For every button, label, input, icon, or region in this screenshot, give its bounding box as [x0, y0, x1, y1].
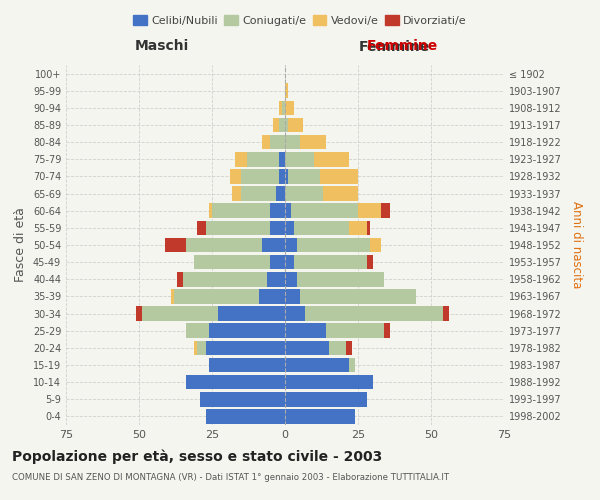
- Bar: [136, 306, 142, 321]
- Bar: [206, 220, 271, 235]
- Bar: [279, 169, 285, 184]
- Bar: [358, 204, 382, 218]
- Bar: [259, 289, 285, 304]
- Bar: [241, 186, 276, 201]
- Bar: [288, 169, 320, 184]
- Bar: [285, 118, 288, 132]
- Bar: [285, 152, 314, 166]
- Bar: [271, 204, 285, 218]
- Bar: [279, 152, 285, 166]
- Bar: [285, 306, 305, 321]
- Bar: [314, 152, 349, 166]
- Bar: [271, 255, 285, 270]
- Bar: [285, 84, 288, 98]
- Bar: [209, 204, 212, 218]
- Bar: [247, 152, 279, 166]
- Bar: [349, 358, 355, 372]
- Bar: [285, 220, 294, 235]
- Y-axis label: Fasce di età: Fasce di età: [14, 208, 27, 282]
- Text: Popolazione per età, sesso e stato civile - 2003: Popolazione per età, sesso e stato civil…: [12, 450, 382, 464]
- Bar: [194, 255, 271, 270]
- Bar: [285, 375, 373, 390]
- Bar: [291, 204, 358, 218]
- Bar: [346, 340, 352, 355]
- Bar: [276, 186, 285, 201]
- Bar: [186, 375, 285, 390]
- Bar: [171, 289, 174, 304]
- Bar: [323, 186, 358, 201]
- Text: COMUNE DI SAN ZENO DI MONTAGNA (VR) - Dati ISTAT 1° gennaio 2003 - Elaborazione : COMUNE DI SAN ZENO DI MONTAGNA (VR) - Da…: [12, 472, 449, 482]
- Bar: [274, 118, 279, 132]
- Text: Maschi: Maschi: [135, 38, 189, 52]
- Bar: [282, 100, 285, 115]
- Bar: [443, 306, 449, 321]
- Bar: [299, 289, 416, 304]
- Bar: [285, 358, 349, 372]
- Bar: [177, 272, 183, 286]
- Text: Femmine: Femmine: [367, 38, 437, 52]
- Bar: [268, 272, 285, 286]
- Bar: [370, 238, 382, 252]
- Bar: [294, 220, 349, 235]
- Bar: [285, 340, 329, 355]
- Bar: [186, 238, 262, 252]
- Bar: [206, 409, 285, 424]
- Bar: [271, 220, 285, 235]
- Bar: [279, 100, 282, 115]
- Bar: [285, 100, 294, 115]
- Bar: [212, 204, 271, 218]
- Bar: [285, 186, 323, 201]
- Bar: [384, 324, 390, 338]
- Bar: [305, 306, 443, 321]
- Bar: [142, 306, 218, 321]
- Bar: [241, 169, 279, 184]
- Bar: [271, 135, 285, 150]
- Y-axis label: Anni di nascita: Anni di nascita: [570, 202, 583, 288]
- Bar: [299, 135, 326, 150]
- Legend: Celibi/Nubili, Coniugati/e, Vedovi/e, Divorziati/e: Celibi/Nubili, Coniugati/e, Vedovi/e, Di…: [129, 10, 471, 30]
- Bar: [262, 238, 285, 252]
- Bar: [285, 289, 299, 304]
- Bar: [230, 169, 241, 184]
- Bar: [186, 324, 209, 338]
- Bar: [294, 255, 367, 270]
- Bar: [206, 340, 285, 355]
- Bar: [200, 392, 285, 406]
- Bar: [235, 152, 247, 166]
- Bar: [296, 272, 384, 286]
- Bar: [183, 272, 268, 286]
- Bar: [285, 135, 299, 150]
- Bar: [326, 324, 384, 338]
- Bar: [194, 340, 197, 355]
- Bar: [285, 409, 355, 424]
- Bar: [174, 289, 259, 304]
- Bar: [285, 204, 291, 218]
- Bar: [285, 392, 367, 406]
- Bar: [279, 118, 285, 132]
- Bar: [232, 186, 241, 201]
- Bar: [367, 220, 370, 235]
- Bar: [285, 169, 288, 184]
- Bar: [296, 238, 370, 252]
- Bar: [209, 358, 285, 372]
- Bar: [285, 272, 296, 286]
- Bar: [367, 255, 373, 270]
- Bar: [285, 255, 294, 270]
- Text: Femmine: Femmine: [359, 40, 430, 54]
- Bar: [165, 238, 186, 252]
- Bar: [197, 220, 206, 235]
- Bar: [285, 324, 326, 338]
- Bar: [209, 324, 285, 338]
- Bar: [349, 220, 367, 235]
- Bar: [320, 169, 358, 184]
- Bar: [197, 340, 206, 355]
- Bar: [218, 306, 285, 321]
- Bar: [288, 118, 302, 132]
- Bar: [285, 238, 296, 252]
- Bar: [382, 204, 390, 218]
- Bar: [262, 135, 271, 150]
- Bar: [329, 340, 346, 355]
